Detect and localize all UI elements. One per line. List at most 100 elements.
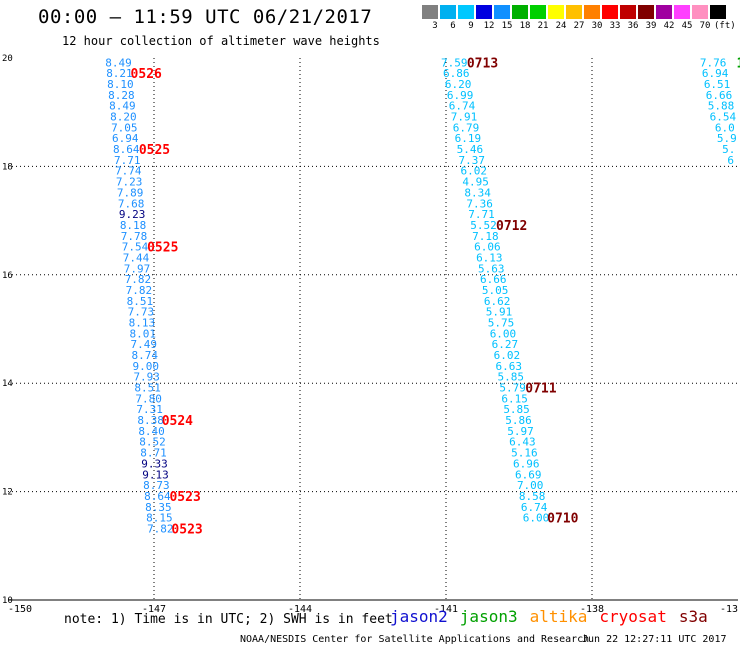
scale-swatch: [620, 5, 636, 19]
scale-swatch: [566, 5, 582, 19]
scale-swatch: [458, 5, 474, 19]
swh-value: 8.51: [127, 295, 154, 308]
timestamp-text: Jun 22 12:27:11 UTC 2017: [582, 634, 727, 645]
swh-value: 7.93: [133, 371, 160, 384]
note-text: note: 1) Time is in UTC; 2) SWH is in fe…: [64, 612, 393, 627]
lat-tick-label: 20: [2, 54, 13, 64]
map-grid: [8, 58, 738, 601]
swh-value: 6.51: [704, 78, 731, 91]
scale-swatch: [638, 5, 654, 19]
swh-value: 6.19: [455, 132, 482, 145]
swh-value: 7.00: [517, 479, 544, 492]
swh-value: 7.82: [126, 284, 153, 297]
swh-value: 6.63: [496, 360, 523, 373]
swh-value: 5.63: [478, 262, 505, 275]
swh-value: 7.74: [115, 165, 142, 178]
scale-label: 70: [699, 21, 711, 31]
time-label: 1: [737, 56, 740, 71]
swh-value: 8.51: [134, 382, 161, 395]
swh-value: 7.91: [451, 111, 478, 124]
swh-value: 8.64: [144, 490, 171, 503]
swh-value: 8.15: [146, 512, 173, 525]
swh-value: 7.31: [136, 403, 163, 416]
swh-value: 9.13: [142, 468, 169, 481]
time-label: 0523: [171, 522, 202, 537]
swh-value: 6.02: [460, 165, 487, 178]
scale-swatch: [494, 5, 510, 19]
swh-value: 5.05: [482, 284, 509, 297]
swh-value: 5.86: [505, 414, 532, 427]
swh-value: 7.23: [116, 176, 143, 189]
swh-value: 6.74: [521, 501, 548, 514]
swh-value: 7.82: [125, 273, 152, 286]
scale-swatch: [476, 5, 492, 19]
swh-value: 9.33: [141, 457, 168, 470]
page-title: 00:00 – 11:59 UTC 06/21/2017: [38, 6, 373, 28]
swh-value: 6.27: [492, 338, 519, 351]
swh-value: 9.00: [132, 360, 159, 373]
swh-value: 7.59: [441, 56, 468, 69]
scale-label: 42: [663, 21, 675, 31]
swh-value: 7.76: [700, 56, 727, 69]
swh-value: 8.01: [130, 327, 157, 340]
scale-swatch: [530, 5, 546, 19]
swh-value: 8.73: [143, 479, 170, 492]
swh-value: 6.86: [443, 67, 470, 80]
lat-tick-label: 12: [2, 488, 13, 498]
swh-value: 6.94: [112, 132, 139, 145]
swh-value: 7.89: [117, 186, 144, 199]
lat-tick-label: 14: [2, 379, 13, 389]
swh-value: 5.46: [457, 143, 484, 156]
swh-value: 7.05: [111, 121, 138, 134]
scale-label: 18: [519, 21, 531, 31]
swh-value: 5.91: [486, 306, 513, 319]
scale-label: 9: [468, 21, 474, 31]
swh-value: 7.36: [466, 197, 493, 210]
swh-value: 5.88: [708, 100, 735, 113]
swh-value: 8.28: [108, 89, 135, 102]
scale-label: 21: [537, 21, 549, 31]
swh-value: 5.52: [470, 219, 497, 232]
legend-item-s3a: s3a: [678, 607, 708, 626]
scale-label: 12: [483, 21, 495, 31]
satellite-track: 7.766.946.516.665.886.546.05.95.6 1: [700, 56, 740, 167]
swh-value: 8.74: [132, 349, 159, 362]
swh-value: 8.20: [110, 111, 137, 124]
scale-label: 45: [681, 21, 693, 31]
swh-value: 8.34: [464, 186, 491, 199]
swh-value: 8.21: [106, 67, 133, 80]
swh-value: 8.13: [129, 316, 156, 329]
swh-value: 6.79: [453, 121, 480, 134]
time-label: 0525: [147, 241, 178, 256]
time-label: 0710: [547, 512, 578, 527]
scale-swatch: [422, 5, 438, 19]
credit-text: NOAA/NESDIS Center for Satellite Applica…: [240, 634, 590, 645]
time-label: 0712: [496, 219, 527, 234]
swh-value: 6.13: [476, 251, 503, 264]
scale-swatch: [656, 5, 672, 19]
swh-value: 6.00: [490, 327, 517, 340]
scale-swatch: [512, 5, 528, 19]
swh-value: 6.43: [509, 436, 536, 449]
swh-value: 5.85: [497, 371, 524, 384]
swh-value: 8.49: [109, 100, 136, 113]
satellite-legend: jason2 jason3 altika cryosat s3a: [390, 607, 720, 626]
swh-value: 7.44: [123, 251, 150, 264]
swh-value: 8.71: [140, 447, 167, 460]
swh-value: 6.54: [710, 111, 737, 124]
scale-swatch: [548, 5, 564, 19]
scale-label: 6: [450, 21, 456, 31]
swh-value: 7.71: [468, 208, 495, 221]
time-label: 0524: [162, 414, 193, 429]
scale-swatch: [602, 5, 618, 19]
swh-value: 6.15: [501, 392, 528, 405]
swh-value: 5.79: [499, 382, 526, 395]
swh-value: 6.96: [513, 457, 540, 470]
swh-value: 6: [727, 154, 734, 167]
swh-value: 6.02: [494, 349, 521, 362]
time-label: 0526: [131, 67, 162, 82]
page-subtitle: 12 hour collection of altimeter wave hei…: [62, 34, 380, 48]
swh-value: 7.68: [118, 197, 145, 210]
